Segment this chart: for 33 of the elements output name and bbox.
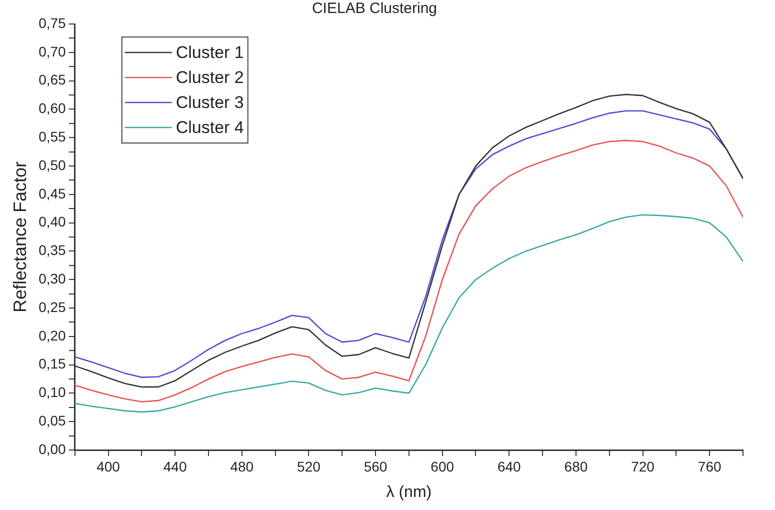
x-tick-label: 680 [564, 458, 588, 474]
y-tick-label: 0,55 [38, 128, 66, 144]
y-tick-label: 0,45 [38, 185, 66, 202]
y-tick-label: 0,20 [38, 327, 66, 344]
y-tick-label: 0,40 [38, 214, 66, 230]
y-tick-label: 0,05 [38, 412, 66, 428]
legend-label: Cluster 2 [176, 68, 244, 88]
x-tick-label: 760 [698, 458, 722, 474]
x-tick-label: 520 [297, 458, 321, 474]
chart-title: CIELAB Clustering [312, 0, 438, 18]
y-tick-label: 0,15 [38, 356, 66, 372]
x-tick-label: 440 [163, 458, 187, 474]
y-tick-label: 0,60 [38, 100, 66, 116]
y-tick-label: 0,35 [38, 242, 66, 258]
y-tick-label: 0,70 [38, 43, 66, 60]
legend-label: Cluster 1 [176, 43, 244, 62]
x-tick-label: 400 [96, 458, 120, 474]
x-tick-label: 560 [364, 458, 388, 474]
y-tick-label: 0,50 [38, 156, 66, 173]
legend-label: Cluster 3 [176, 93, 244, 112]
legend-label: Cluster 4 [176, 118, 244, 138]
x-tick-label: 480 [230, 458, 254, 474]
y-tick-label: 0,30 [38, 270, 66, 286]
y-axis-title: Reflectance Factor [10, 161, 30, 313]
x-axis-title: λ (nm) [386, 484, 432, 501]
y-tick-label: 0,00 [38, 440, 66, 457]
y-tick-label: 0,75 [38, 14, 66, 31]
x-tick-label: 720 [631, 458, 655, 474]
x-tick-label: 640 [497, 458, 522, 474]
x-tick-label: 600 [430, 458, 454, 474]
y-tick-label: 0,25 [38, 298, 66, 315]
y-tick-label: 0,65 [38, 72, 66, 88]
y-tick-label: 0,10 [38, 384, 66, 400]
